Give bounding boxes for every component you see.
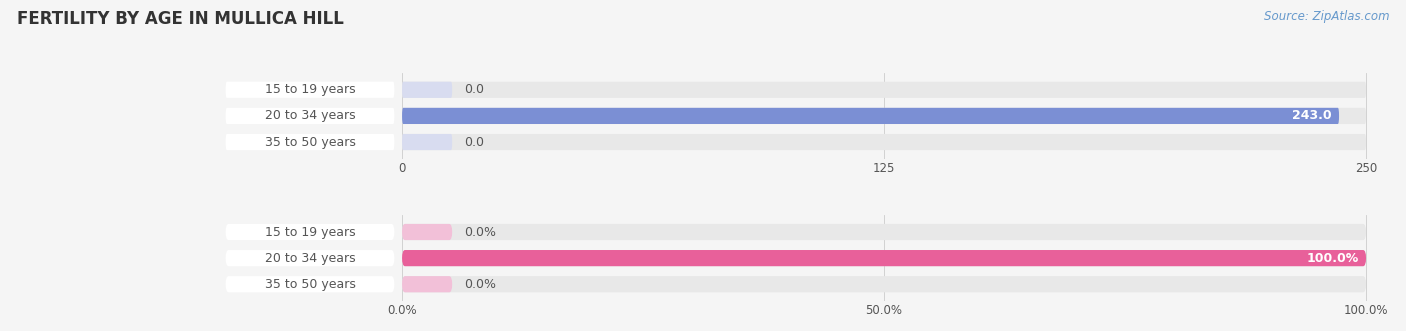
Text: 20 to 34 years: 20 to 34 years [264,252,356,264]
Text: 243.0: 243.0 [1292,110,1331,122]
Text: 15 to 19 years: 15 to 19 years [264,83,356,96]
Text: 0.0: 0.0 [464,83,484,96]
FancyBboxPatch shape [402,276,453,292]
FancyBboxPatch shape [225,250,394,266]
FancyBboxPatch shape [402,134,1367,150]
FancyBboxPatch shape [225,224,394,240]
FancyBboxPatch shape [402,224,453,240]
Text: FERTILITY BY AGE IN MULLICA HILL: FERTILITY BY AGE IN MULLICA HILL [17,10,343,28]
Text: 0.0%: 0.0% [464,278,496,291]
FancyBboxPatch shape [402,250,1367,266]
FancyBboxPatch shape [225,82,394,98]
FancyBboxPatch shape [402,82,453,98]
FancyBboxPatch shape [402,108,1367,124]
FancyBboxPatch shape [402,224,1367,240]
Text: 35 to 50 years: 35 to 50 years [264,135,356,149]
FancyBboxPatch shape [402,250,1367,266]
Text: 0.0: 0.0 [464,135,484,149]
Text: 100.0%: 100.0% [1306,252,1358,264]
Text: 15 to 19 years: 15 to 19 years [264,225,356,239]
FancyBboxPatch shape [402,82,1367,98]
Text: 35 to 50 years: 35 to 50 years [264,278,356,291]
FancyBboxPatch shape [225,134,394,150]
FancyBboxPatch shape [225,108,394,124]
FancyBboxPatch shape [225,276,394,292]
FancyBboxPatch shape [402,108,1339,124]
Text: Source: ZipAtlas.com: Source: ZipAtlas.com [1264,10,1389,23]
Text: 0.0%: 0.0% [464,225,496,239]
FancyBboxPatch shape [402,134,453,150]
Text: 20 to 34 years: 20 to 34 years [264,110,356,122]
FancyBboxPatch shape [402,276,1367,292]
